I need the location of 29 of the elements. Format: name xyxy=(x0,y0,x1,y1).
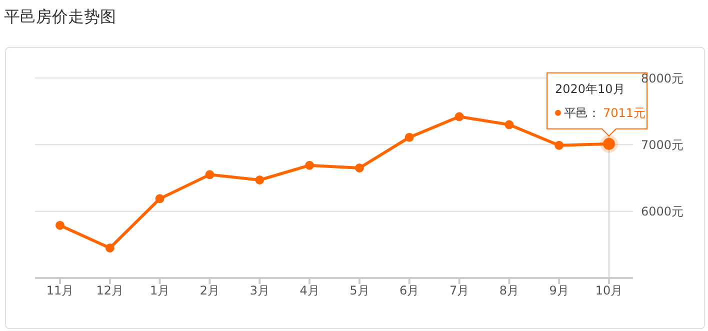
legend-label: 平邑： xyxy=(564,106,600,120)
y-tick-label: 6000元 xyxy=(641,204,684,219)
point xyxy=(404,132,414,142)
x-tick-label: 1月 xyxy=(150,284,170,298)
x-tick-label: 7月 xyxy=(449,284,470,298)
point xyxy=(56,220,64,230)
x-tick-label: 5月 xyxy=(350,284,370,298)
point xyxy=(155,194,164,204)
x-tick-label: 11月 xyxy=(46,284,74,298)
x-tick-label: 4月 xyxy=(300,284,320,298)
point xyxy=(454,112,464,122)
point xyxy=(255,176,264,184)
annotation: 7011元 xyxy=(603,106,646,120)
point xyxy=(354,164,364,172)
point xyxy=(305,160,314,170)
x-tick-label: 10月 xyxy=(595,284,623,298)
x-tick-label: 9月 xyxy=(549,284,569,298)
x-tick-label: 12月 xyxy=(96,284,124,298)
point xyxy=(504,120,514,130)
point xyxy=(205,170,214,180)
x-tick-label: 3月 xyxy=(250,284,270,298)
x-tick-label: 8月 xyxy=(499,284,519,298)
chart-title: 平邑房价走势图 xyxy=(4,7,116,28)
point xyxy=(105,244,114,252)
x-tick-label: 2月 xyxy=(200,284,220,298)
x-tick-label: 6月 xyxy=(400,284,420,298)
point xyxy=(554,140,564,150)
annotation: 2020年10月 xyxy=(555,82,625,96)
y-tick-label: 7000元 xyxy=(641,138,684,152)
